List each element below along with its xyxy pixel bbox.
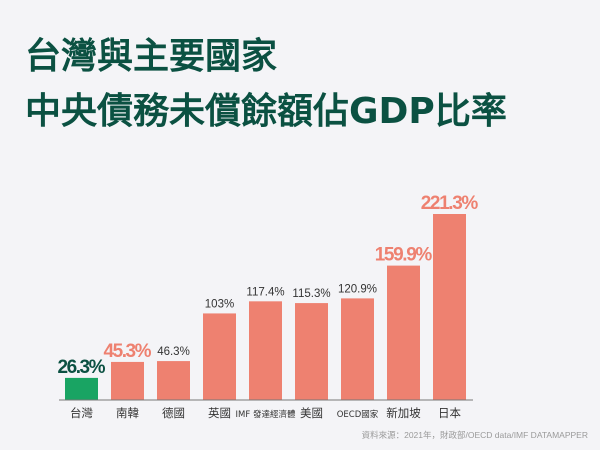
data-label: 120.9% <box>338 283 377 295</box>
category-label: 南韓 <box>116 406 139 420</box>
bar <box>157 361 190 400</box>
category-label: 英國 <box>208 406 231 420</box>
bar <box>249 301 282 400</box>
bar <box>295 303 328 400</box>
data-label: 117.4% <box>246 286 284 298</box>
data-label: 115.3% <box>292 288 330 300</box>
category-label: 台灣 <box>70 406 93 420</box>
category-label: IMF 發達經濟體 <box>236 409 296 420</box>
bar <box>111 361 144 400</box>
category-label: 新加坡 <box>386 406 421 420</box>
chart-title-line-2: 中央債務未償餘額佔GDP比率 <box>25 91 507 132</box>
bar <box>341 298 374 400</box>
bar <box>433 214 466 400</box>
category-label: 日本 <box>438 406 461 420</box>
data-label: 26.3% <box>58 357 106 378</box>
data-label: 103% <box>205 298 234 310</box>
chart-title-line-1: 台灣與主要國家 <box>25 36 278 77</box>
bar <box>203 313 236 400</box>
bar <box>387 265 420 400</box>
data-label: 46.3% <box>157 346 190 358</box>
category-label: 美國 <box>300 406 323 420</box>
source-note: 資料來源：2021年，財政部/OECD data/IMF DATAMAPPER <box>361 430 588 440</box>
data-label: 45.3% <box>104 341 152 362</box>
category-label: 德國 <box>162 406 185 420</box>
data-label: 221.3% <box>421 193 479 214</box>
category-label: OECD國家 <box>337 409 379 420</box>
bar <box>65 377 98 400</box>
data-label: 159.9% <box>375 245 433 266</box>
